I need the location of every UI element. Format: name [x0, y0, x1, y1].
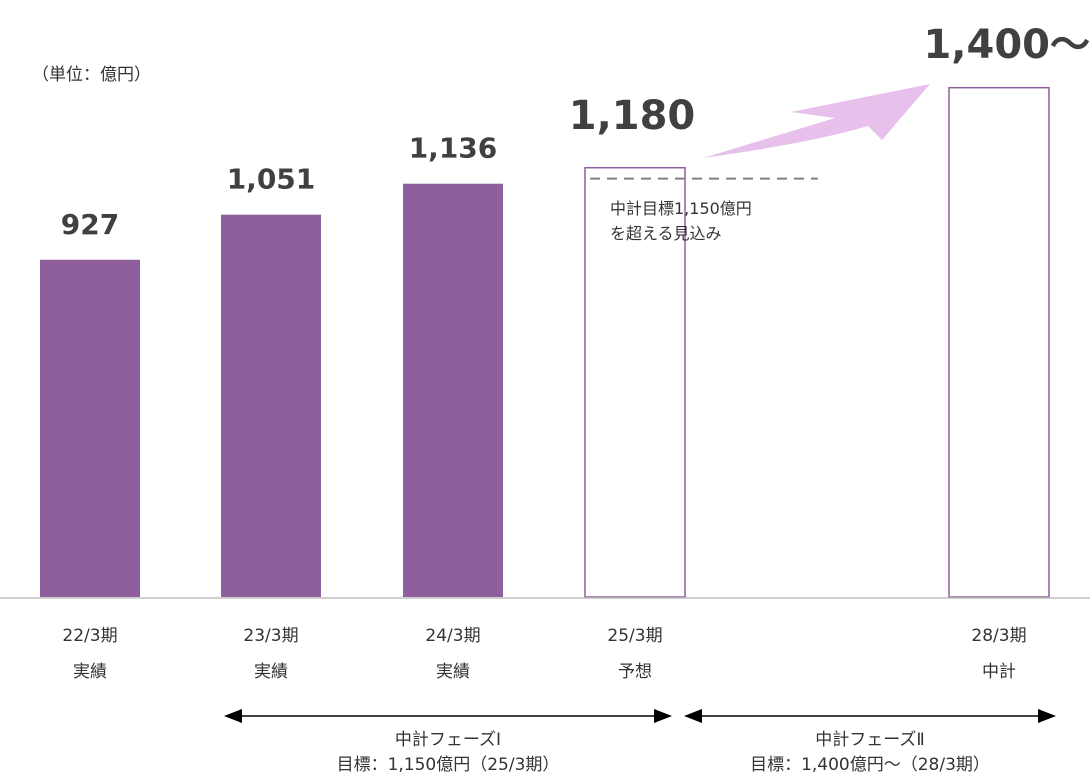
tick-label-status: 実績 — [436, 662, 470, 682]
value-label: 1,400〜 — [923, 22, 1090, 68]
value-label: 1,180 — [569, 93, 696, 139]
tick-label-period: 28/3期 — [971, 626, 1026, 646]
phase-2-left-arrowhead — [684, 709, 702, 723]
bar-23/3期 — [221, 214, 321, 598]
phase-2-right-arrowhead — [1038, 709, 1056, 723]
phase-1-target: 目標：1,150億円（25/3期） — [337, 755, 560, 775]
phase-2-bracket: 中計フェーズⅡ 目標：1,400億円〜（28/3期） — [684, 709, 1056, 775]
value-label: 1,136 — [409, 132, 498, 165]
phase-1-name: 中計フェーズⅠ — [395, 730, 501, 750]
value-label: 927 — [61, 208, 119, 241]
tick-label-period: 22/3期 — [62, 626, 117, 646]
growth-arrow — [703, 84, 930, 158]
phase-2-name: 中計フェーズⅡ — [815, 730, 925, 750]
tick-label-status: 中計 — [982, 662, 1016, 682]
bar-24/3期 — [403, 183, 503, 597]
phase-1-right-arrowhead — [654, 709, 672, 723]
target-annotation-line1: 中計目標1,150億円 — [610, 199, 752, 218]
tick-label-status: 予想 — [618, 662, 652, 682]
tick-label-period: 23/3期 — [243, 626, 298, 646]
tick-label-status: 実績 — [73, 662, 107, 682]
tick-label-status: 実績 — [254, 662, 288, 682]
bar-22/3期 — [40, 259, 140, 597]
phase-1-bracket: 中計フェーズⅠ 目標：1,150億円（25/3期） — [224, 709, 672, 775]
phase-1-left-arrowhead — [224, 709, 242, 723]
tick-label-period: 24/3期 — [425, 626, 480, 646]
bar-25/3期 — [584, 166, 686, 598]
bars-layer — [40, 86, 1050, 598]
target-annotation-line2: を超える見込み — [610, 224, 722, 243]
bar-28/3期 — [948, 86, 1050, 598]
unit-label: （単位：億円） — [32, 65, 151, 85]
phase-2-target: 目標：1,400億円〜（28/3期） — [750, 755, 990, 775]
tick-label-period: 25/3期 — [607, 626, 662, 646]
value-label: 1,051 — [227, 163, 316, 196]
